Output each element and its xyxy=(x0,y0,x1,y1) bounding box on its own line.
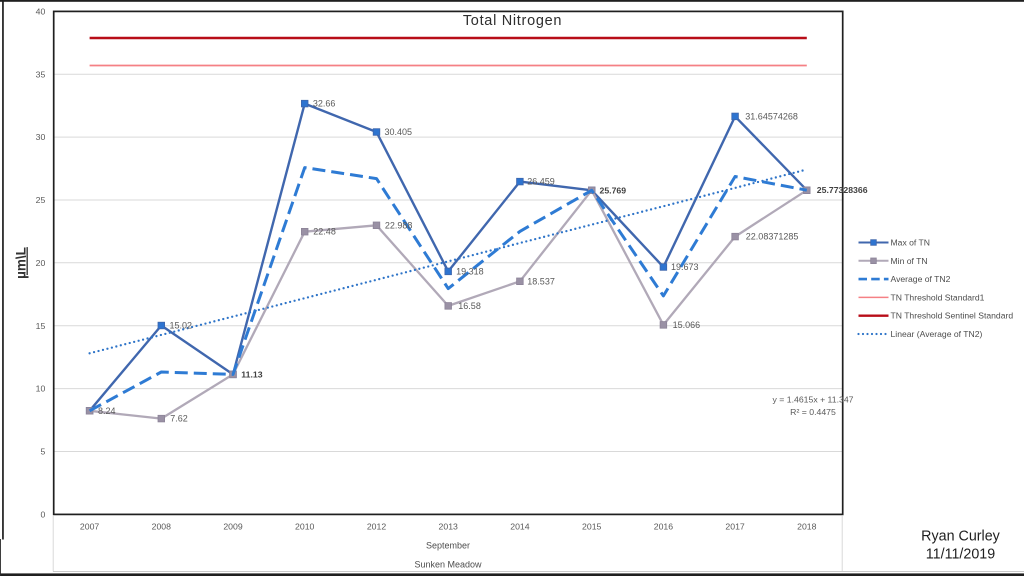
svg-text:11.13: 11.13 xyxy=(241,369,262,379)
svg-text:16.58: 16.58 xyxy=(458,301,481,311)
svg-text:2009: 2009 xyxy=(223,522,242,532)
svg-text:TN Threshold Sentinel Standard: TN Threshold Sentinel Standard xyxy=(891,311,1014,321)
svg-text:19.673: 19.673 xyxy=(671,262,699,272)
svg-text:7.62: 7.62 xyxy=(170,414,188,424)
svg-text:R² = 0.4475: R² = 0.4475 xyxy=(790,407,836,417)
svg-text:µm\L: µm\L xyxy=(14,247,29,279)
svg-text:40: 40 xyxy=(36,6,46,16)
svg-text:2014: 2014 xyxy=(510,522,529,532)
svg-text:15: 15 xyxy=(36,321,46,331)
svg-text:25.769: 25.769 xyxy=(600,185,627,195)
svg-text:8.24: 8.24 xyxy=(98,406,116,416)
svg-text:2017: 2017 xyxy=(725,522,744,532)
svg-text:2016: 2016 xyxy=(654,522,673,532)
svg-text:25.77328366: 25.77328366 xyxy=(817,185,868,195)
svg-text:Average of TN2: Average of TN2 xyxy=(891,274,951,284)
svg-text:26.459: 26.459 xyxy=(527,177,555,187)
svg-text:18.537: 18.537 xyxy=(527,276,555,286)
svg-text:31.64574268: 31.64574268 xyxy=(745,111,798,121)
svg-text:35: 35 xyxy=(36,69,46,79)
svg-text:5: 5 xyxy=(40,447,45,457)
svg-text:32.66: 32.66 xyxy=(313,99,336,109)
svg-text:22.48: 22.48 xyxy=(313,227,336,237)
svg-text:Ryan Curley: Ryan Curley xyxy=(921,529,1001,545)
svg-text:11/11/2019: 11/11/2019 xyxy=(926,547,995,563)
svg-text:22.08371285: 22.08371285 xyxy=(746,232,799,242)
svg-text:Max of TN: Max of TN xyxy=(891,238,930,248)
svg-text:2012: 2012 xyxy=(367,522,386,532)
svg-text:September: September xyxy=(426,541,470,551)
svg-text:25: 25 xyxy=(36,195,46,205)
svg-text:2010: 2010 xyxy=(295,522,314,532)
svg-text:15.02: 15.02 xyxy=(170,321,193,331)
svg-text:Total Nitrogen: Total Nitrogen xyxy=(463,13,562,29)
svg-text:2015: 2015 xyxy=(582,522,601,532)
svg-text:30.405: 30.405 xyxy=(385,127,413,137)
svg-text:2013: 2013 xyxy=(439,522,458,532)
svg-text:15.066: 15.066 xyxy=(673,320,701,330)
svg-text:Linear (Average of TN2): Linear (Average of TN2) xyxy=(891,329,983,339)
svg-text:10: 10 xyxy=(36,384,46,394)
svg-text:Sunken Meadow: Sunken Meadow xyxy=(414,559,482,569)
svg-text:TN Threshold Standard1: TN Threshold Standard1 xyxy=(891,292,985,302)
svg-text:30: 30 xyxy=(36,132,46,142)
svg-text:0: 0 xyxy=(40,510,45,520)
svg-text:19.318: 19.318 xyxy=(456,266,484,276)
svg-text:Min of TN: Min of TN xyxy=(891,256,928,266)
svg-text:2018: 2018 xyxy=(797,522,816,532)
svg-text:y = 1.4615x + 11.347: y = 1.4615x + 11.347 xyxy=(773,395,854,405)
svg-text:2008: 2008 xyxy=(152,522,171,532)
svg-text:20: 20 xyxy=(36,258,46,268)
svg-text:2007: 2007 xyxy=(80,522,99,532)
svg-text:22.988: 22.988 xyxy=(385,220,413,230)
